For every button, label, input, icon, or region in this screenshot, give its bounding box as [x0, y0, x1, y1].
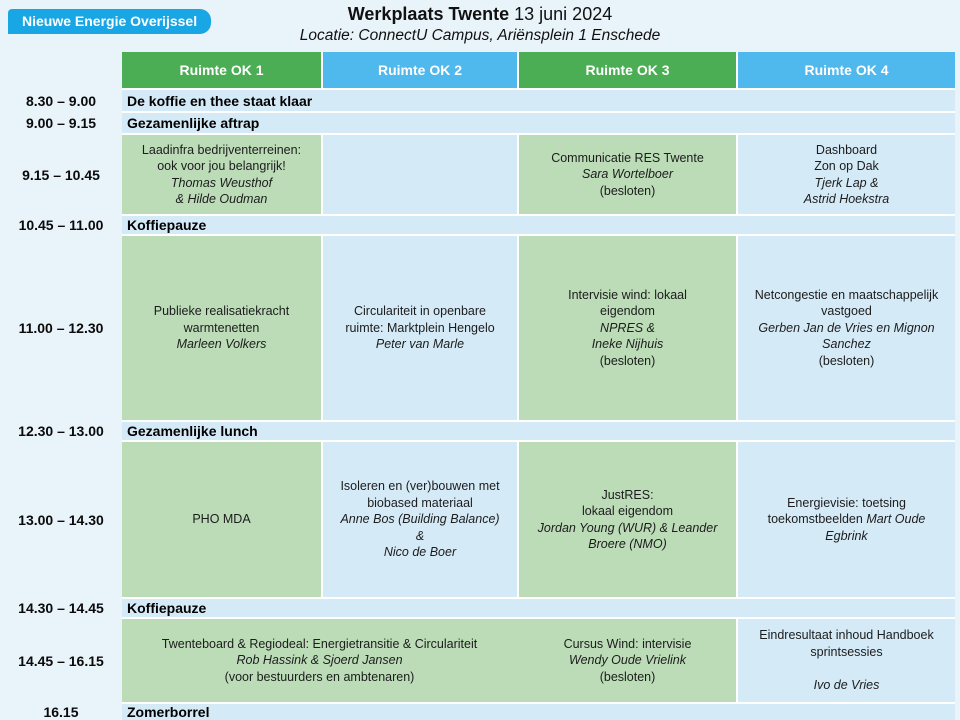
row-gezamenlijke-lunch: Gezamenlijke lunch — [122, 422, 955, 440]
session-intervisie-wind: Intervisie wind: lokaal eigendom NPRES &… — [519, 236, 736, 420]
session-note-line: (besloten) — [818, 353, 875, 368]
session-speaker-line: Wendy Oude Vrielink — [569, 653, 686, 668]
column-header-ruimte-ok1: Ruimte OK 1 — [122, 52, 321, 88]
session-title-line: Zon op Dak — [814, 159, 879, 173]
session-title-line: Isoleren en (ver)bouwen met — [340, 479, 500, 494]
session-note-line: (besloten) — [599, 183, 656, 198]
session-title-line: Circulariteit in openbare — [353, 304, 486, 319]
schedule-grid: Ruimte OK 1 Ruimte OK 2 Ruimte OK 3 Ruim… — [122, 52, 955, 720]
org-badge: Nieuwe Energie Overijssel — [8, 9, 212, 34]
row-zomerborrel: Zomerborrel — [122, 704, 955, 720]
page-title: Werkplaats Twente 13 juni 2024 — [0, 4, 960, 25]
title-date: 13 juni 2024 — [509, 4, 613, 24]
session-netcongestie: Netcongestie en maatschappelijk vastgoed… — [738, 236, 955, 420]
session-isoleren-biobased: Isoleren en (ver)bouwen met biobased mat… — [323, 442, 517, 597]
empty-cell-ok2 — [323, 135, 517, 214]
time-slot: 11.00 – 12.30 — [18, 320, 104, 336]
time-header-spacer — [0, 52, 122, 88]
column-header-ruimte-ok3: Ruimte OK 3 — [519, 52, 736, 88]
session-speaker-line: & Hilde Oudman — [175, 192, 268, 206]
time-slot: 14.30 – 14.45 — [18, 600, 104, 616]
session-title-line: Energievisie: toetsing toekomstbeelden M… — [747, 495, 947, 545]
session-title-line: sprintsessies — [810, 644, 883, 659]
session-title-line: eigendom — [600, 304, 655, 319]
session-note-line: (voor bestuurders en ambtenaren) — [224, 669, 415, 684]
session-speaker-line: Astrid Hoekstra — [803, 192, 890, 206]
session-speaker-line: Sara Wortelboer — [581, 167, 673, 182]
session-cursus-wind: Cursus Wind: intervisie Wendy Oude Vriel… — [519, 619, 736, 702]
session-speaker-line: Tjerk Lap & — [814, 175, 879, 190]
column-header-ruimte-ok4: Ruimte OK 4 — [738, 52, 955, 88]
row-gezamenlijke-aftrap: Gezamenlijke aftrap — [122, 113, 955, 133]
session-title-line: Eindresultaat inhoud Handboek — [759, 628, 934, 643]
session-title-segment: Energievisie: toetsing toekomstbeelden — [767, 495, 906, 527]
row-koffie-klaar: De koffie en thee staat klaar — [122, 90, 955, 111]
session-title-line: lokaal eigendom — [581, 504, 674, 518]
time-slot: 9.15 – 10.45 — [22, 166, 100, 183]
session-speaker-line: Sanchez — [822, 337, 871, 352]
time-slot: 9.00 – 9.15 — [25, 115, 97, 131]
session-speaker-line: & — [415, 528, 425, 543]
session-speaker-line: Ivo de Vries — [813, 678, 880, 693]
session-speaker-line: Peter van Marle — [375, 337, 465, 352]
session-title-line: biobased materiaal — [367, 495, 473, 510]
session-note-line: (besloten) — [599, 669, 656, 684]
page-header: Werkplaats Twente 13 juni 2024 Locatie: … — [0, 4, 960, 45]
time-slot: 13.00 – 14.30 — [18, 511, 104, 528]
session-title-line: JustRES: — [601, 487, 654, 502]
session-speaker-line: Marleen Volkers — [176, 337, 267, 352]
session-speaker-line: Thomas Weusthof — [170, 175, 273, 190]
session-speaker-line: Anne Bos (Building Balance) — [340, 512, 500, 527]
session-title-line: Laadinfra bedrijventerreinen: — [141, 142, 302, 157]
time-slot: 12.30 – 13.00 — [18, 423, 104, 439]
session-laadinfra: Laadinfra bedrijventerreinen: ook voor j… — [122, 135, 321, 214]
session-title-line: Twenteboard & Regiodeal: Energietransiti… — [161, 636, 478, 651]
row-koffiepauze-1: Koffiepauze — [122, 216, 955, 234]
session-speaker-line: NPRES & — [600, 320, 655, 335]
title-event-name: Werkplaats Twente — [347, 4, 510, 24]
session-title-line: Dashboard — [815, 142, 878, 157]
session-title-line: Intervisie wind: lokaal — [568, 287, 687, 302]
session-dashboard-zon-op-dak: Dashboard Zon op Dak Tjerk Lap & Astrid … — [738, 135, 955, 214]
session-title-line: ook voor jou belangrijk! — [157, 159, 286, 173]
session-circulariteit-openbare-ruimte: Circulariteit in openbare ruimte: Marktp… — [323, 236, 517, 420]
session-publieke-realisatiekracht: Publieke realisatiekracht warmtenetten M… — [122, 236, 321, 420]
session-speaker-line: Broere (NMO) — [588, 537, 667, 551]
session-energievisie: Energievisie: toetsing toekomstbeelden M… — [738, 442, 955, 597]
session-title-line: vastgoed — [821, 304, 872, 319]
session-title-line: Communicatie RES Twente — [551, 150, 704, 165]
session-communicatie-res: Communicatie RES Twente Sara Wortelboer … — [519, 135, 736, 214]
page-subtitle-location: Locatie: ConnectU Campus, Ariënsplein 1 … — [299, 27, 661, 44]
row-koffiepauze-2: Koffiepauze — [122, 599, 955, 617]
session-title-line: Cursus Wind: intervisie — [563, 636, 692, 651]
session-speaker-line: Jordan Young (WUR) & Leander — [537, 520, 718, 535]
session-speaker-line: Gerben Jan de Vries en Mignon — [758, 320, 935, 335]
time-slot: 10.45 – 11.00 — [18, 217, 104, 233]
session-note-line: (besloten) — [599, 353, 656, 368]
column-header-ruimte-ok2: Ruimte OK 2 — [323, 52, 517, 88]
session-speaker-line: Ineke Nijhuis — [591, 337, 664, 352]
session-title-line: Netcongestie en maatschappelijk — [754, 287, 939, 302]
time-slot: 14.45 – 16.15 — [18, 652, 104, 669]
session-title-line: Publieke realisatiekracht — [153, 304, 290, 319]
time-column: 8.30 – 9.00 9.00 – 9.15 9.15 – 10.45 10.… — [0, 52, 122, 720]
session-twenteboard-regiodeal: Twenteboard & Regiodeal: Energietransiti… — [122, 619, 517, 702]
session-speaker-segment: Mart Oude Egbrink — [825, 512, 926, 543]
session-eindresultaat-handboek: Eindresultaat inhoud Handboek sprintsess… — [738, 619, 955, 702]
session-title-line: warmtenetten — [183, 320, 260, 335]
session-pho-mda: PHO MDA — [122, 442, 321, 597]
time-slot: 16.15 — [43, 704, 79, 720]
time-slot: 8.30 – 9.00 — [25, 92, 97, 109]
session-title-line: PHO MDA — [192, 512, 251, 527]
session-title-line: ruimte: Marktplein Hengelo — [345, 320, 495, 335]
session-speaker-line: Nico de Boer — [383, 545, 457, 560]
session-speaker-line: Rob Hassink & Sjoerd Jansen — [236, 653, 403, 668]
session-justres: JustRES: lokaal eigendom Jordan Young (W… — [519, 442, 736, 597]
